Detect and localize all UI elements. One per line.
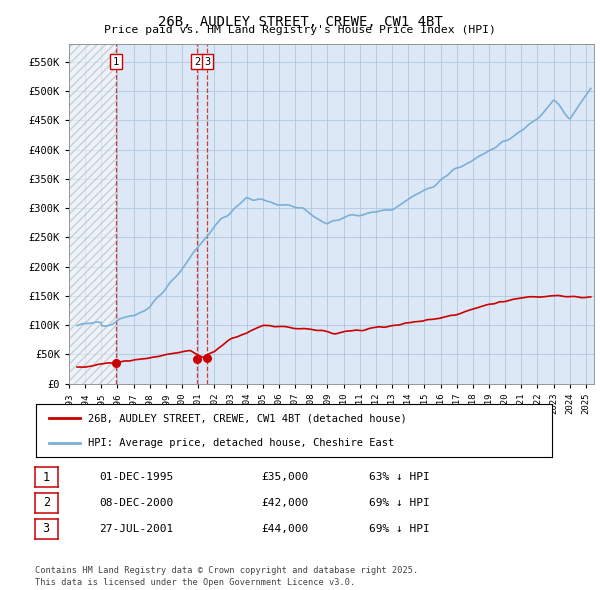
- Text: 08-DEC-2000: 08-DEC-2000: [99, 498, 173, 507]
- Text: Price paid vs. HM Land Registry's House Price Index (HPI): Price paid vs. HM Land Registry's House …: [104, 25, 496, 35]
- Text: £42,000: £42,000: [261, 498, 308, 507]
- Point: [192, 354, 202, 363]
- Bar: [69, 44, 116, 384]
- Text: 1: 1: [43, 470, 50, 484]
- Text: 26B, AUDLEY STREET, CREWE, CW1 4BT: 26B, AUDLEY STREET, CREWE, CW1 4BT: [158, 15, 442, 29]
- Text: 3: 3: [43, 522, 50, 536]
- Text: 3: 3: [205, 57, 211, 67]
- Point: [203, 353, 212, 362]
- Text: 63% ↓ HPI: 63% ↓ HPI: [369, 472, 430, 481]
- Text: £44,000: £44,000: [261, 524, 308, 533]
- Text: 1: 1: [113, 57, 119, 67]
- Text: 69% ↓ HPI: 69% ↓ HPI: [369, 498, 430, 507]
- Text: 2: 2: [194, 57, 200, 67]
- Text: HPI: Average price, detached house, Cheshire East: HPI: Average price, detached house, Ches…: [88, 438, 394, 448]
- Text: 69% ↓ HPI: 69% ↓ HPI: [369, 524, 430, 533]
- Text: 26B, AUDLEY STREET, CREWE, CW1 4BT (detached house): 26B, AUDLEY STREET, CREWE, CW1 4BT (deta…: [88, 414, 406, 424]
- Text: £35,000: £35,000: [261, 472, 308, 481]
- Text: 01-DEC-1995: 01-DEC-1995: [99, 472, 173, 481]
- Text: 2: 2: [43, 496, 50, 510]
- Point: [112, 358, 121, 368]
- Text: 27-JUL-2001: 27-JUL-2001: [99, 524, 173, 533]
- Text: Contains HM Land Registry data © Crown copyright and database right 2025.
This d: Contains HM Land Registry data © Crown c…: [35, 566, 418, 587]
